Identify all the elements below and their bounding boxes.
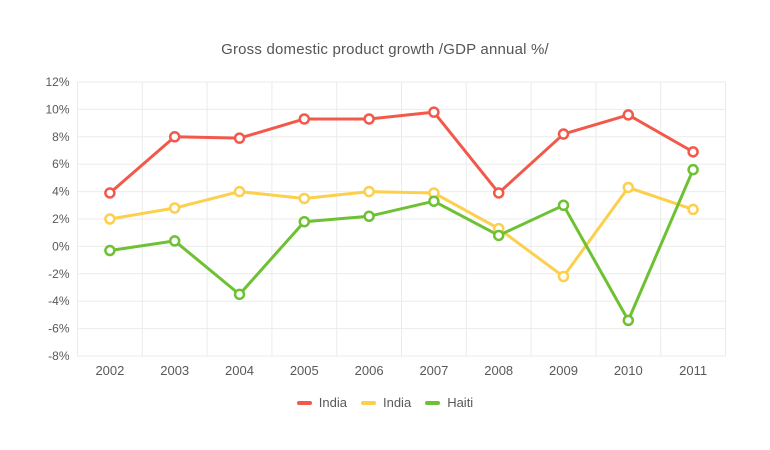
- legend-item-india-red[interactable]: India: [296, 395, 347, 410]
- series-line-1-india: [108, 185, 695, 279]
- y-axis-tick-label: 10%: [45, 102, 69, 116]
- data-point-haiti-2008[interactable]: [492, 229, 505, 242]
- y-axis-tick-label: 0%: [52, 239, 70, 253]
- y-axis-tick-label: -4%: [48, 294, 70, 308]
- y-axis-tick-label: 12%: [45, 75, 69, 89]
- data-point-haiti-2005[interactable]: [298, 215, 311, 228]
- data-point-india-2003[interactable]: [168, 131, 181, 143]
- y-axis-tick-label: -2%: [48, 267, 70, 281]
- data-point-india-2010[interactable]: [622, 109, 635, 121]
- legend-label: India: [318, 395, 347, 410]
- data-point-haiti-2007[interactable]: [428, 195, 440, 207]
- legend: India India Haiti: [0, 395, 770, 410]
- data-point-india-2003[interactable]: [168, 202, 181, 214]
- data-point-india-2006[interactable]: [363, 113, 375, 125]
- x-axis-tick-label: 2011: [679, 363, 707, 378]
- y-axis-tick-label: 4%: [52, 185, 70, 199]
- data-point-haiti-2002[interactable]: [104, 244, 116, 257]
- data-point-india-2009[interactable]: [557, 270, 570, 283]
- data-point-haiti-2010[interactable]: [622, 314, 635, 327]
- y-axis-tick-label: -6%: [48, 322, 70, 336]
- legend-dash-icon: [425, 400, 441, 405]
- data-point-india-2004[interactable]: [233, 185, 246, 198]
- data-point-haiti-2011[interactable]: [687, 163, 699, 176]
- data-point-india-2002[interactable]: [104, 213, 116, 225]
- chart-title: Gross domestic product growth /GDP annua…: [221, 41, 549, 58]
- x-axis-tick-label: 2003: [160, 363, 189, 378]
- data-point-india-2011[interactable]: [687, 203, 699, 216]
- x-axis-tick-label: 2010: [614, 363, 643, 378]
- legend-item-haiti-green[interactable]: Haiti: [425, 395, 473, 410]
- x-axis-tick-label: 2007: [419, 363, 448, 378]
- series-line-2-haiti: [108, 168, 695, 322]
- legend-label: India: [382, 395, 412, 410]
- legend-dash-icon: [360, 400, 376, 405]
- data-point-haiti-2006[interactable]: [363, 210, 375, 223]
- data-point-india-2011[interactable]: [687, 146, 699, 158]
- data-point-india-2008[interactable]: [492, 187, 505, 199]
- y-axis-tick-label: -8%: [48, 349, 70, 363]
- data-point-india-2005[interactable]: [298, 192, 311, 205]
- x-axis-tick-label: 2006: [355, 363, 384, 378]
- x-axis-tick-label: 2005: [290, 363, 319, 378]
- data-point-india-2006[interactable]: [363, 185, 375, 198]
- data-point-india-2005[interactable]: [298, 113, 311, 125]
- legend-item-india-yellow[interactable]: India: [360, 395, 412, 410]
- x-axis-tick-label: 2008: [484, 363, 513, 378]
- data-point-india-2010[interactable]: [622, 181, 635, 194]
- data-point-haiti-2003[interactable]: [168, 235, 181, 247]
- x-axis-tick-label: 2009: [549, 363, 578, 378]
- x-axis-tick-label: 2004: [225, 363, 254, 378]
- data-point-india-2002[interactable]: [104, 187, 116, 199]
- legend-dash-icon: [296, 400, 312, 405]
- data-point-india-2009[interactable]: [557, 128, 570, 140]
- y-axis-tick-label: 2%: [52, 212, 70, 226]
- y-axis-tick-label: 8%: [52, 130, 70, 144]
- data-point-haiti-2004[interactable]: [233, 288, 246, 301]
- series-line-0-india: [108, 110, 695, 195]
- x-axis-tick-label: 2002: [95, 363, 124, 378]
- y-axis-tick-label: 6%: [52, 157, 70, 171]
- data-point-india-2007[interactable]: [428, 106, 440, 118]
- legend-label: Haiti: [447, 395, 474, 410]
- data-point-india-2004[interactable]: [233, 132, 246, 144]
- data-point-haiti-2009[interactable]: [557, 199, 570, 212]
